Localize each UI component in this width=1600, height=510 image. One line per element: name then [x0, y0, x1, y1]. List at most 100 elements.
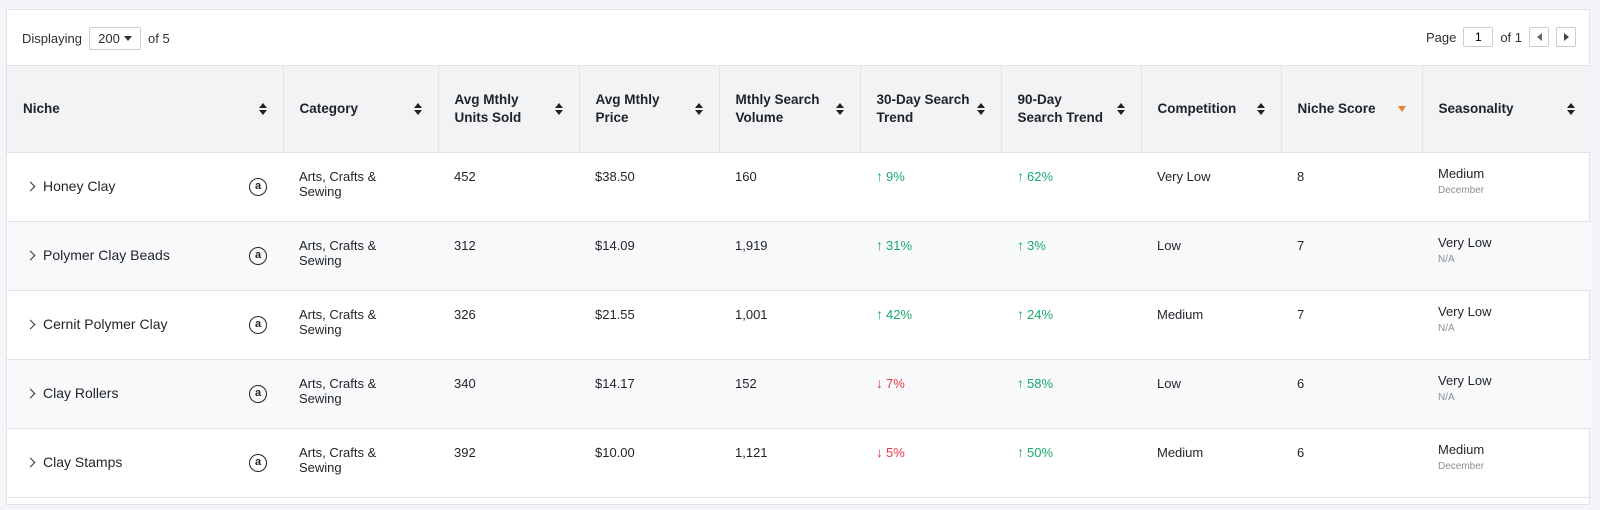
cell-units: 326	[454, 306, 476, 322]
cell-competition: Low	[1157, 375, 1181, 391]
caret-right-icon	[1563, 33, 1569, 41]
col-header-competition[interactable]: Competition	[1141, 66, 1282, 153]
col-header-volume[interactable]: Mthly Search Volume	[719, 66, 861, 153]
chevron-right-icon	[25, 319, 36, 330]
chevron-right-icon	[25, 388, 36, 399]
col-header-label: Avg Mthly Units Sold	[454, 91, 522, 125]
seasonality-level: Very Low	[1438, 303, 1492, 319]
arrow-up-icon: ↑	[876, 167, 883, 184]
trend-value: ↑ 42%	[876, 305, 912, 322]
displaying-control: Displaying 200 of 5	[22, 27, 170, 50]
arrow-up-icon: ↑	[1017, 374, 1024, 391]
page-input[interactable]	[1463, 27, 1494, 47]
cell-score: 6	[1297, 444, 1305, 460]
cell-volume: 152	[735, 375, 757, 391]
amazon-icon[interactable]: a	[249, 177, 267, 196]
col-header-label: Category	[299, 100, 359, 116]
arrow-up-icon: ↑	[876, 305, 883, 322]
next-page-button[interactable]	[1556, 27, 1576, 47]
amazon-icon[interactable]: a	[249, 315, 267, 334]
chevron-right-icon	[25, 250, 36, 261]
per-page-select[interactable]: 200	[88, 27, 141, 50]
seasonality-peak: N/A	[1438, 322, 1455, 334]
cell-category: Arts, Crafts & Sewing	[299, 237, 377, 268]
trend-percent: 50%	[1027, 444, 1054, 460]
trend-percent: 24%	[1027, 306, 1054, 322]
col-header-label: 30-Day Search Trend	[876, 91, 970, 125]
expand-niche-toggle[interactable]: Honey Clay	[25, 179, 115, 194]
cell-trend90: ↑ 62%	[1001, 152, 1141, 221]
arrow-up-icon: ↑	[1017, 443, 1024, 460]
col-header-category[interactable]: Category	[283, 66, 439, 153]
cell-category: Arts, Crafts & Sewing	[299, 168, 377, 199]
cell-seasonality: Very Low N/A	[1422, 359, 1591, 428]
cell-trend90: ↑ 58%	[1001, 359, 1141, 428]
page-total: of 1	[1500, 29, 1522, 45]
expand-niche-toggle[interactable]: Cernit Polymer Clay	[25, 317, 167, 332]
table-row: Cernit Polymer Clay a Arts, Crafts & Sew…	[7, 290, 1591, 359]
niche-table: Niche Category Avg Mthly Units Sold Avg …	[7, 66, 1591, 498]
sort-icon	[976, 102, 985, 115]
amazon-icon[interactable]: a	[249, 384, 267, 403]
col-header-label: Niche Score	[1297, 100, 1376, 116]
table-row: Clay Rollers a Arts, Crafts & Sewing 340…	[7, 359, 1591, 428]
col-header-trend90[interactable]: 90-Day Search Trend	[1001, 66, 1142, 153]
sort-icon	[694, 102, 703, 115]
seasonality-level: Very Low	[1438, 234, 1492, 250]
cell-trend30: ↑ 9%	[860, 152, 1001, 221]
cell-price: $21.55	[595, 306, 635, 322]
trend-value: ↑ 9%	[876, 167, 905, 184]
arrow-up-icon: ↑	[876, 236, 883, 253]
amazon-icon[interactable]: a	[249, 246, 267, 265]
cell-niche: Polymer Clay Beads a	[7, 221, 283, 290]
cell-seasonality: Very Low N/A	[1422, 221, 1591, 290]
amazon-icon[interactable]: a	[249, 453, 267, 472]
cell-category: Arts, Crafts & Sewing	[299, 306, 377, 337]
pagination: Page of 1	[1426, 27, 1576, 47]
expand-niche-toggle[interactable]: Clay Rollers	[25, 386, 118, 401]
cell-price: $14.17	[595, 375, 635, 391]
col-header-trend30[interactable]: 30-Day Search Trend	[860, 66, 1002, 153]
sort-icon	[835, 102, 844, 115]
cell-trend90: ↑ 50%	[1001, 428, 1141, 497]
sort-icon	[1116, 102, 1125, 115]
col-header-niche[interactable]: Niche	[7, 66, 284, 153]
expand-niche-toggle[interactable]: Polymer Clay Beads	[25, 247, 170, 263]
col-header-label: 90-Day Search Trend	[1017, 91, 1104, 125]
cell-trend30: ↑ 42%	[860, 290, 1001, 359]
expand-niche-toggle[interactable]: Clay Stamps	[25, 455, 122, 470]
table-toolbar: Displaying 200 of 5 Page of 1	[7, 10, 1589, 66]
cell-volume: 1,001	[735, 306, 768, 322]
cell-trend30: ↓ 7%	[860, 359, 1001, 428]
trend-percent: 3%	[1027, 237, 1046, 253]
cell-price: $10.00	[595, 444, 635, 460]
col-header-units[interactable]: Avg Mthly Units Sold	[438, 66, 580, 153]
col-header-label: Competition	[1157, 100, 1237, 116]
prev-page-button[interactable]	[1529, 27, 1549, 47]
trend-percent: 7%	[886, 375, 905, 391]
col-header-label: Mthly Search Volume	[735, 91, 820, 125]
col-header-seasonality[interactable]: Seasonality	[1422, 66, 1591, 153]
cell-competition: Very Low	[1157, 168, 1211, 184]
trend-percent: 9%	[886, 168, 905, 184]
cell-competition: Medium	[1157, 444, 1204, 460]
trend-value: ↑ 31%	[876, 236, 912, 253]
seasonality-peak: N/A	[1438, 391, 1455, 403]
cell-price: $38.50	[595, 168, 635, 184]
seasonality-peak: N/A	[1438, 253, 1455, 265]
col-header-score[interactable]: Niche Score	[1281, 66, 1423, 153]
trend-value: ↓ 7%	[876, 375, 905, 391]
niche-name: Polymer Clay Beads	[43, 247, 170, 263]
sort-icon	[258, 102, 267, 115]
cell-trend30: ↑ 31%	[860, 221, 1001, 290]
col-header-label: Seasonality	[1438, 100, 1514, 116]
trend-percent: 62%	[1027, 168, 1054, 184]
col-header-price[interactable]: Avg Mthly Price	[579, 66, 720, 153]
cell-volume: 160	[735, 168, 757, 184]
cell-score: 8	[1297, 168, 1305, 184]
seasonality-peak: December	[1438, 460, 1485, 472]
chevron-right-icon	[25, 181, 36, 192]
caret-down-icon	[123, 36, 132, 41]
sort-icon	[1256, 102, 1265, 115]
cell-units: 392	[454, 444, 476, 460]
